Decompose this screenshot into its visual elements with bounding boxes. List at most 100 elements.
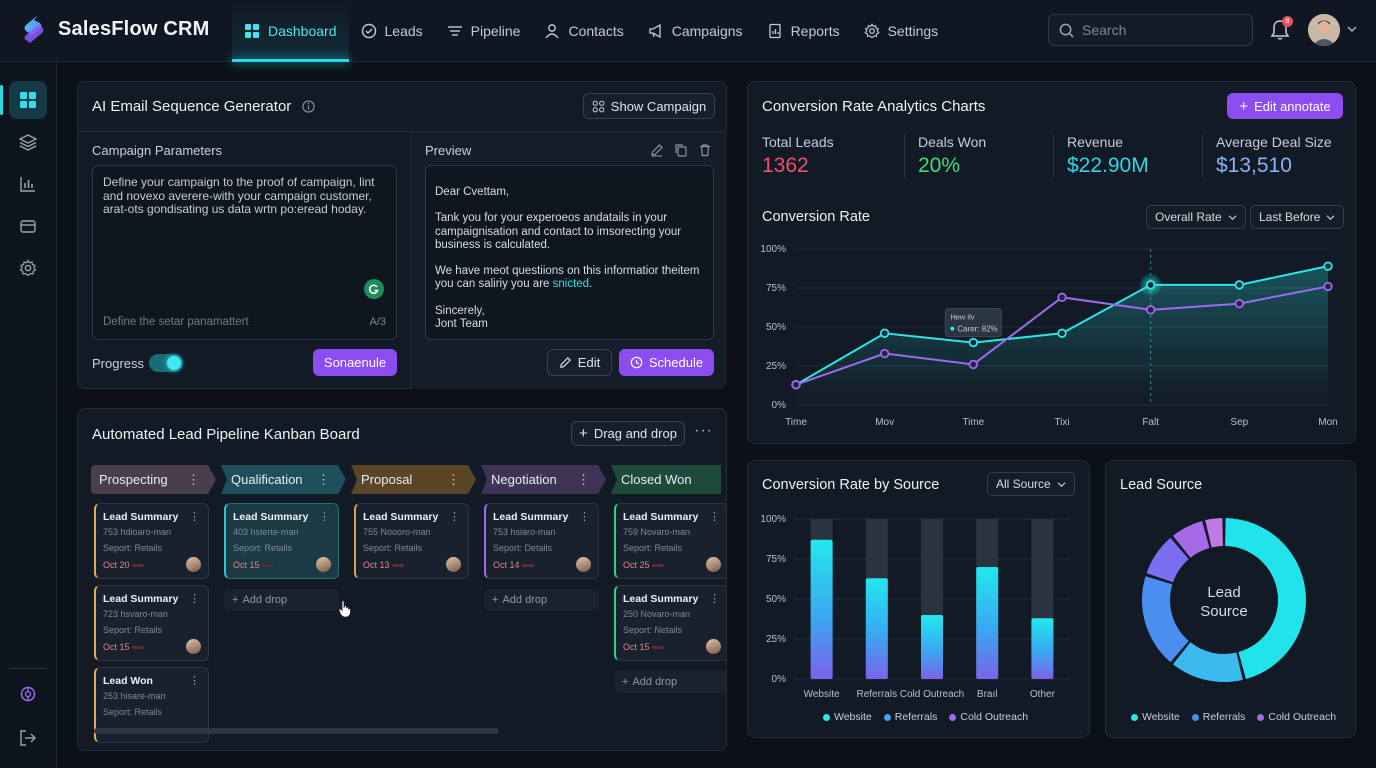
kanban-column-closed-won[interactable]: Closed Won <box>611 465 721 494</box>
legend-item[interactable]: Cold Outreach <box>949 711 1028 723</box>
nav-label: Leads <box>384 23 423 39</box>
grammar-check-icon[interactable] <box>364 279 384 299</box>
progress-toggle[interactable] <box>149 354 183 372</box>
copy-icon[interactable] <box>674 143 688 157</box>
card-line: Seport: Retails <box>363 543 423 553</box>
show-campaign-button[interactable]: Show Campaign <box>583 93 715 119</box>
card-line: 753 hsiaro-man <box>493 527 556 537</box>
lead-card[interactable]: Lead Summary ⋮ 759 Novaro-man Seport: Retai… <box>614 503 726 579</box>
column-menu-icon[interactable]: ⋮ <box>187 471 200 487</box>
chevron-down-icon[interactable] <box>1347 25 1357 33</box>
search-input[interactable] <box>1082 22 1232 38</box>
kpi-label: Average Deal Size <box>1216 134 1332 150</box>
sidebar-folder[interactable] <box>9 207 47 245</box>
column-menu-icon[interactable]: ⋮ <box>577 471 590 487</box>
nav-contacts[interactable]: Contacts <box>532 0 635 62</box>
app-logo[interactable]: SalesFlow CRM <box>20 13 210 45</box>
sidebar-logout[interactable] <box>9 719 47 757</box>
period-dropdown[interactable]: Last Before <box>1250 205 1345 229</box>
add-card-button[interactable]: + Add drop <box>614 671 726 693</box>
add-card-button[interactable]: + Add drop <box>224 589 339 611</box>
preview-highlight: snicted <box>552 278 590 291</box>
show-campaign-label: Show Campaign <box>610 98 707 114</box>
legend-dot <box>1131 713 1138 721</box>
edit-icon[interactable] <box>650 143 664 157</box>
info-icon[interactable] <box>302 100 315 113</box>
card-menu-icon[interactable]: ⋮ <box>709 511 720 523</box>
sidebar-analytics[interactable] <box>9 165 47 203</box>
overall-rate-dropdown[interactable]: Overall Rate <box>1146 205 1246 229</box>
edit-annotate-button[interactable]: + Edit annotate <box>1227 93 1343 119</box>
card-date: Oct 15 <box>103 642 130 652</box>
nav-label: Contacts <box>568 23 624 39</box>
card-menu-icon[interactable]: ⋮ <box>709 593 720 605</box>
column-menu-icon[interactable]: ⋮ <box>317 471 330 487</box>
card-avatar <box>446 557 461 572</box>
sidebar-layers[interactable] <box>9 123 47 161</box>
campaign-params-input[interactable]: Define your campaign to the proof of cam… <box>92 165 397 340</box>
lead-source-legend: Website Referrals Cold Outreach <box>1131 711 1336 723</box>
legend-item[interactable]: Cold Outreach <box>1257 711 1336 723</box>
kpi-deals-won: Deals Won 20% <box>918 134 986 178</box>
data-point <box>968 359 979 370</box>
edit-button[interactable]: Edit <box>547 349 612 376</box>
top-bar: SalesFlow CRM Dashboard Leads Pipeline Cont… <box>0 0 1376 62</box>
column-name: Closed Won <box>621 472 692 487</box>
nav-pipeline[interactable]: Pipeline <box>435 0 533 62</box>
card-menu-icon[interactable]: ⋮ <box>189 593 200 605</box>
kanban-column-proposal[interactable]: Proposal ⋮ <box>351 465 476 494</box>
card-menu-icon[interactable]: ⋮ <box>189 511 200 523</box>
legend-item[interactable]: Website <box>823 711 872 723</box>
card-menu-icon[interactable]: ⋮ <box>189 675 200 687</box>
x-tick-label: Referrals <box>857 689 898 700</box>
logout-icon <box>20 730 36 746</box>
campaign-params-label: Campaign Parameters <box>92 143 223 158</box>
add-card-button[interactable]: + Add drop <box>484 589 599 611</box>
card-menu-icon[interactable]: ⋮ <box>449 511 460 523</box>
legend-item[interactable]: Referrals <box>1191 711 1245 723</box>
user-avatar[interactable] <box>1308 14 1340 46</box>
kpi-total-leads: Total Leads 1362 <box>762 134 834 178</box>
legend-item[interactable]: Website <box>1131 711 1180 723</box>
nav-reports[interactable]: Reports <box>755 0 852 62</box>
column-menu-icon[interactable]: ⋮ <box>447 471 460 487</box>
lead-card[interactable]: Lead Summary ⋮ 250 Novaro-man Seport: Netai… <box>614 585 726 661</box>
sidebar-settings[interactable] <box>9 249 47 287</box>
donut-slice <box>1173 642 1243 682</box>
all-source-dropdown[interactable]: All Source <box>987 472 1075 496</box>
edit-label: Edit <box>577 355 601 370</box>
sidebar-dashboard[interactable] <box>0 81 47 119</box>
trash-icon[interactable] <box>698 143 712 157</box>
card-menu-icon[interactable]: ⋮ <box>319 511 330 523</box>
horizontal-scrollbar[interactable] <box>94 728 499 734</box>
legend-item[interactable]: Referrals <box>883 711 937 723</box>
card-title: Lead Summary <box>623 593 699 605</box>
schedule-secondary-button[interactable]: Sonaenule <box>313 349 397 376</box>
nav-campaigns[interactable]: Campaigns <box>636 0 755 62</box>
preview-signature: Jont Team <box>435 318 488 331</box>
lead-card[interactable]: Lead Summary ⋮ 723 hsvaro-man Seport: Retai… <box>94 585 209 661</box>
card-title: Lead Summary <box>493 511 569 523</box>
card-priority-bar <box>652 646 664 649</box>
sidebar-ai[interactable] <box>9 675 47 713</box>
nav-settings[interactable]: Settings <box>852 0 951 62</box>
source-bar-panel: Conversion Rate by Source All Source 0% 2… <box>747 460 1090 738</box>
card-avatar <box>576 557 591 572</box>
lead-card[interactable]: Lead Summary ⋮ 755 Noooro-man Seport: Retai… <box>354 503 469 579</box>
kanban-column-prospecting[interactable]: Prospecting ⋮ <box>91 465 216 494</box>
x-tick-label: Cold Outreach <box>900 689 964 700</box>
kanban-column-negotiation[interactable]: Negotiation ⋮ <box>481 465 606 494</box>
lead-card[interactable]: Lead Summary ⋮ 753 hdioaro-man Seport: Reta… <box>94 503 209 579</box>
nav-leads[interactable]: Leads <box>349 0 435 62</box>
lead-card[interactable]: Lead Summary ⋮ 403 hsterte-man Seport: Reta… <box>224 503 339 579</box>
bar <box>921 615 943 679</box>
drag-drop-button[interactable]: + Drag and drop <box>571 421 685 446</box>
nav-dashboard[interactable]: Dashboard <box>232 0 349 62</box>
card-menu-icon[interactable]: ⋮ <box>579 511 590 523</box>
lead-card[interactable]: Lead Summary ⋮ 753 hsiaro-man Seport: Detai… <box>484 503 599 579</box>
main-nav: Dashboard Leads Pipeline Contacts Campaigns R… <box>232 0 950 62</box>
schedule-button[interactable]: Schedule <box>619 349 714 376</box>
kanban-column-qualification[interactable]: Qualification ⋮ <box>221 465 346 494</box>
more-options-icon[interactable]: ··· <box>694 422 713 439</box>
search-box[interactable] <box>1048 14 1253 46</box>
